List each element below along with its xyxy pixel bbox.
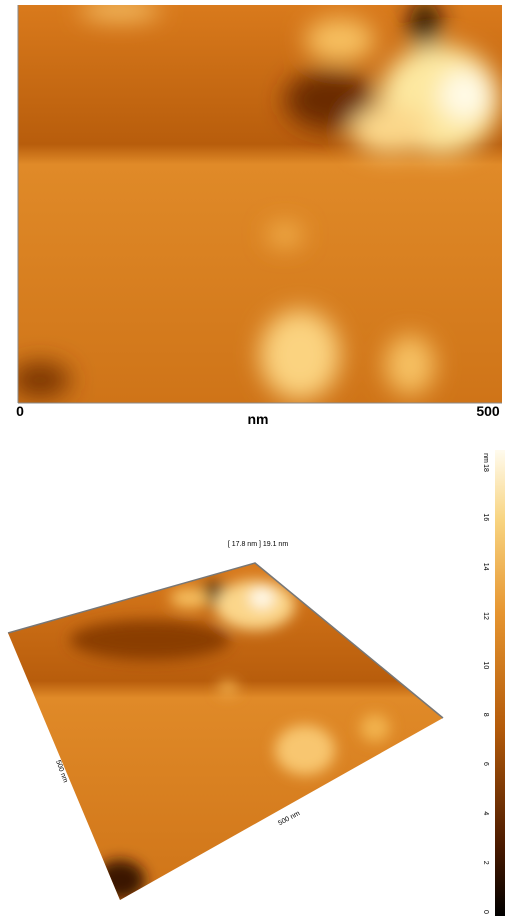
colorbar-tick-label: 14 (482, 563, 489, 571)
colorbar-ticks: 18 16 14 12 10 8 6 4 2 0 (482, 464, 489, 914)
colorbar-unit: nm (482, 453, 489, 463)
afm-3d-view (7, 562, 444, 900)
colorbar-tick-label: 6 (482, 762, 489, 766)
x-unit-label: nm (248, 411, 269, 427)
colorbar-tick-label: 12 (482, 612, 489, 620)
z-annotation: [ 17.8 nm ] 19.1 nm (228, 541, 288, 548)
axis-frame (17, 5, 502, 404)
colorbar (495, 450, 505, 916)
colorbar-tick-label: 0 (482, 910, 489, 914)
colorbar-tick-label: 2 (482, 861, 489, 865)
bottom-axis-label: 500 nm (277, 810, 301, 827)
colorbar-tick-label: 8 (482, 713, 489, 717)
colorbar-tick-label: 18 (482, 464, 489, 472)
colorbar-tick-label: 16 (482, 513, 489, 521)
colorbar-tick-label: 4 (482, 811, 489, 815)
colorbar-tick-label: 10 (482, 661, 489, 669)
x-start-label: 0 (16, 403, 24, 419)
afm-image (18, 5, 502, 403)
x-end-label: 500 (476, 403, 500, 419)
